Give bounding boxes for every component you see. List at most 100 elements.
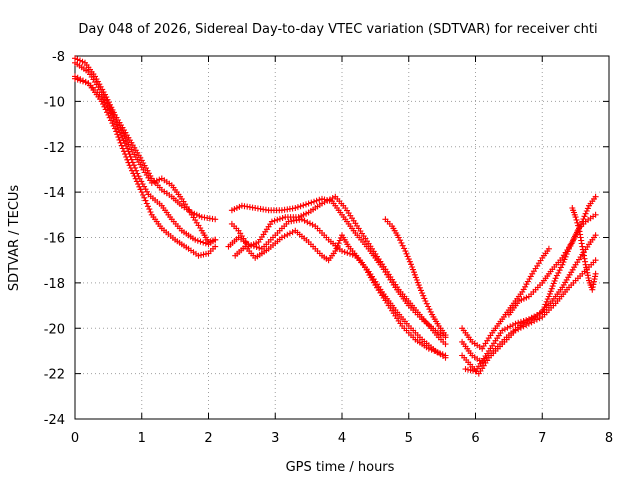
data-point [423, 300, 430, 307]
data-point [192, 236, 199, 243]
data-point [126, 162, 133, 169]
y-tick-label: -22 [44, 368, 65, 383]
data-point [297, 203, 304, 210]
data-point [552, 275, 559, 282]
data-point [548, 285, 555, 292]
data-point [402, 248, 409, 255]
x-tick-label: 6 [471, 431, 479, 446]
data-point [546, 290, 553, 297]
data-point [122, 151, 129, 158]
y-tick-label: -16 [44, 232, 65, 247]
data-point [140, 192, 146, 198]
data-point [142, 186, 149, 193]
data-point [250, 243, 257, 250]
data-point [106, 114, 113, 121]
data-point [397, 237, 404, 244]
series-track-o [569, 205, 599, 293]
data-point [421, 295, 428, 302]
data-point [212, 216, 219, 223]
data-point [501, 326, 508, 333]
data-point [77, 77, 84, 84]
data-point [583, 208, 590, 214]
x-tick-labels: 0 1 2 3 4 5 6 7 8 [71, 431, 613, 446]
data-point [129, 167, 135, 174]
data-point [197, 238, 204, 245]
data-point [583, 264, 590, 271]
data-point [256, 244, 263, 251]
data-point [121, 148, 127, 155]
data-point [517, 318, 524, 325]
data-point [119, 145, 126, 152]
data-point [398, 239, 405, 246]
data-point [570, 236, 577, 243]
data-point [113, 128, 120, 135]
data-point [329, 195, 336, 201]
data-point [327, 196, 333, 203]
data-point [551, 277, 558, 284]
data-point [592, 232, 599, 239]
data-point [281, 233, 288, 240]
data-point [101, 103, 108, 110]
data-point [404, 253, 411, 260]
axis-ticks [74, 55, 610, 420]
y-tick-label: -14 [44, 186, 65, 201]
data-point [581, 213, 588, 220]
data-point [436, 350, 443, 357]
data-point [311, 198, 317, 205]
data-point [72, 75, 78, 82]
data-point [341, 249, 348, 255]
data-point [572, 232, 579, 239]
data-point [142, 197, 149, 204]
data-point [292, 205, 299, 211]
data-point [145, 203, 151, 210]
data-point [130, 170, 137, 177]
data-point [553, 272, 560, 279]
data-point [568, 240, 575, 247]
data-point [202, 240, 209, 247]
y-tick-label: -24 [44, 413, 65, 428]
data-point [313, 197, 320, 204]
y-tick-label: -18 [44, 277, 65, 292]
data-point [499, 327, 506, 334]
data-point [439, 351, 446, 358]
data-point [520, 323, 527, 330]
data-point [335, 240, 342, 247]
series-track-l [459, 257, 599, 377]
data-point [560, 259, 567, 266]
data-point [582, 261, 589, 268]
data-point [581, 255, 588, 262]
data-point [112, 125, 118, 132]
series-track-n [505, 211, 599, 318]
data-point [339, 248, 345, 255]
y-tick-label: -8 [52, 50, 65, 65]
data-point [550, 280, 557, 287]
data-point [108, 117, 114, 124]
data-point [545, 245, 552, 252]
data-point [200, 239, 207, 246]
x-tick-label: 3 [271, 431, 279, 446]
data-point [144, 188, 150, 195]
data-point [127, 165, 134, 171]
data-point [580, 249, 587, 256]
data-point [525, 316, 532, 323]
data-point [569, 266, 576, 273]
data-point [592, 257, 599, 264]
data-point [135, 181, 142, 188]
data-point [278, 234, 285, 241]
data-point [307, 220, 313, 227]
y-tick-label: -10 [44, 95, 65, 110]
data-point [526, 276, 533, 282]
data-point [117, 139, 124, 146]
data-point [576, 228, 583, 235]
data-point [286, 230, 293, 237]
data-point [147, 209, 154, 215]
data-point [541, 304, 548, 311]
data-point [592, 270, 599, 277]
data-point [305, 200, 312, 207]
data-point [409, 264, 416, 270]
data-point [114, 131, 121, 138]
data-point [426, 306, 433, 313]
data-point [212, 243, 219, 250]
data-point [559, 261, 566, 268]
data-point [509, 322, 516, 329]
